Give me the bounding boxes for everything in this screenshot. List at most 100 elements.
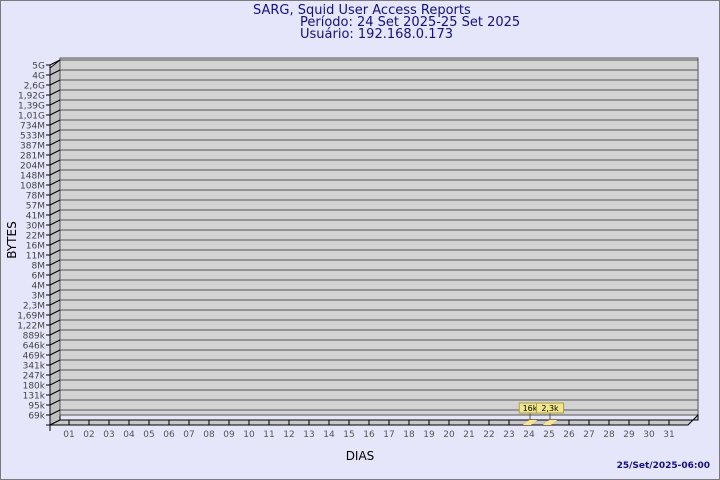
y-tick-diag (49, 309, 61, 316)
y-tick-diag (49, 399, 61, 406)
x-tick-label: 27 (583, 430, 594, 440)
x-tick-label: 14 (323, 430, 335, 440)
period-text: Período: 24 Set 2025-25 Set 2025 (300, 15, 521, 30)
x-tick-label: 24 (523, 430, 535, 440)
y-tick-diag (49, 119, 61, 126)
y-tick-label: 4G (32, 72, 45, 82)
y-tick-label: 148M (20, 172, 45, 182)
y-tick-label: 341k (23, 362, 46, 372)
y-tick-label: 11M (26, 252, 45, 262)
x-tick-label: 22 (483, 430, 494, 440)
bar-label: 16k (523, 404, 538, 413)
x-tick-label: 21 (463, 430, 474, 440)
y-tick-label: 247k (23, 372, 46, 382)
y-tick-diag (49, 89, 61, 96)
y-tick-label: 30M (26, 222, 45, 232)
x-tick-label: 13 (303, 430, 314, 440)
y-tick-label: 22M (26, 232, 45, 242)
y-tick-label: 95k (28, 402, 45, 412)
y-tick-label: 69k (28, 412, 45, 422)
x-tick-label: 01 (63, 430, 74, 440)
y-tick-label: 6M (32, 272, 46, 282)
y-tick-label: 180k (23, 382, 46, 392)
y-tick-diag (49, 249, 61, 256)
y-tick-label: 78M (26, 192, 45, 202)
x-tick-label: 10 (243, 430, 255, 440)
y-tick-label: 646k (23, 342, 46, 352)
y-tick-label: 16M (26, 242, 45, 252)
x-tick-label: 16 (363, 430, 375, 440)
y-tick-diag (49, 349, 61, 356)
y-tick-diag (49, 359, 61, 366)
y-tick-diag (49, 339, 61, 346)
x-tick-label: 07 (183, 430, 194, 440)
bar-label-box (536, 402, 564, 414)
y-tick-diag (49, 179, 61, 186)
y-tick-diag (49, 59, 61, 66)
y-tick-label: 889k (23, 332, 46, 342)
y-tick-label: 1,01G (18, 112, 45, 122)
x-axis-title: DIAS (346, 449, 375, 463)
y-tick-diag (49, 109, 61, 116)
x-tick-label: 12 (283, 430, 294, 440)
y-tick-diag (49, 219, 61, 226)
y-tick-diag (49, 269, 61, 276)
x-tick-label: 30 (643, 430, 655, 440)
y-tick-diag (49, 139, 61, 146)
y-tick-label: 2,6G (24, 82, 45, 92)
y-tick-diag (49, 209, 61, 216)
x-tick-label: 23 (503, 430, 514, 440)
x-tick-label: 29 (623, 430, 635, 440)
y-tick-label: 2,3M (23, 302, 45, 312)
y-tick-label: 533M (20, 132, 45, 142)
y-tick-label: 41M (26, 212, 45, 222)
y-tick-label: 1,69M (17, 312, 45, 322)
floor (49, 413, 699, 426)
y-tick-label: 3M (32, 292, 46, 302)
x-tick-label: 05 (143, 430, 154, 440)
y-tick-label: 8M (32, 262, 46, 272)
x-tick-label: 31 (663, 430, 674, 440)
x-tick-label: 15 (343, 430, 354, 440)
y-tick-diag (49, 169, 61, 176)
y-tick-diag (49, 389, 61, 396)
x-tick-label: 28 (603, 430, 615, 440)
y-tick-label: 57M (26, 202, 45, 212)
y-tick-diag (49, 259, 61, 266)
y-tick-label: 734M (20, 122, 45, 132)
back-wall (59, 57, 699, 416)
x-tick-label: 25 (543, 430, 554, 440)
y-tick-label: 4M (32, 282, 46, 292)
x-tick-label: 06 (163, 430, 175, 440)
x-tick-label: 03 (103, 430, 114, 440)
y-tick-label: 1,39G (18, 102, 45, 112)
y-tick-label: 469k (23, 352, 46, 362)
y-tick-label: 5G (32, 62, 45, 72)
y-tick-label: 131k (23, 392, 46, 402)
x-tick-label: 20 (443, 430, 455, 440)
bar-label: 2,3k (541, 404, 559, 413)
y-tick-diag (49, 289, 61, 296)
y-axis-title: BYTES (5, 221, 19, 258)
y-tick-diag (49, 329, 61, 336)
y-tick-diag (49, 229, 61, 236)
x-tick-label: 08 (203, 430, 215, 440)
y-tick-label: 1,22M (17, 322, 45, 332)
y-tick-diag (49, 99, 61, 106)
y-tick-diag (49, 69, 61, 76)
chart-title: SARG, Squid User Access Reports (253, 3, 471, 18)
x-tick-label: 09 (223, 430, 235, 440)
y-tick-diag (49, 239, 61, 246)
x-tick-label: 26 (563, 430, 575, 440)
y-tick-diag (49, 79, 61, 86)
x-tick-label: 11 (263, 430, 274, 440)
y-tick-diag (49, 149, 61, 156)
y-tick-diag (49, 279, 61, 286)
y-tick-diag (49, 409, 61, 416)
bar (543, 420, 557, 425)
x-tick-label: 04 (123, 430, 135, 440)
x-tick-label: 18 (403, 430, 415, 440)
y-tick-diag (49, 189, 61, 196)
y-tick-diag (49, 199, 61, 206)
